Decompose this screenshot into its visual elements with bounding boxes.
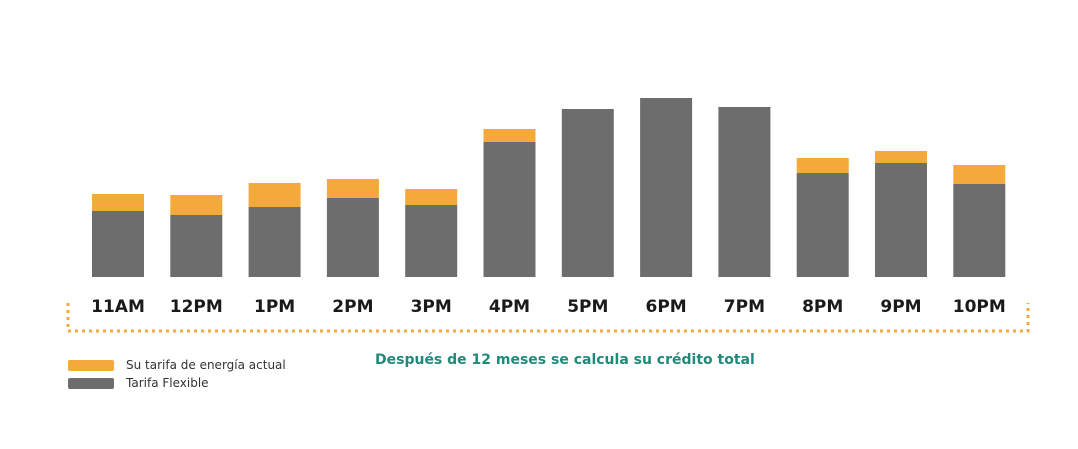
- bar-flexible-3PM: [405, 205, 458, 277]
- x-tick-labels: 11AM 12PM 1PM 2PM 3PM 4PM 5PM 6PM 7PM 8PM 9PM 10PM: [91, 297, 1006, 317]
- legend-swatch-gray: [68, 377, 114, 389]
- x-tick-label: 9PM: [880, 297, 921, 317]
- x-tick-label: 8PM: [802, 297, 843, 317]
- legend-label: Tarifa Flexible: [126, 376, 209, 390]
- bar-flexible-4PM: [483, 142, 536, 277]
- bar-flexible-8PM: [796, 173, 849, 277]
- legend: Su tarifa de energía actual Tarifa Flexi…: [68, 356, 286, 392]
- x-tick-label: 12PM: [170, 297, 223, 317]
- bar-current-12PM: [170, 195, 223, 215]
- bar-flexible-10PM: [953, 184, 1006, 277]
- bar-current-2PM: [326, 179, 379, 198]
- bar-current-3PM: [405, 189, 458, 205]
- bar-flexible-11AM: [92, 211, 144, 277]
- bar-flexible-5PM: [561, 109, 614, 277]
- bar-flexible-7PM: [718, 107, 771, 277]
- x-tick-label: 10PM: [953, 297, 1006, 317]
- bar-current-4PM: [483, 129, 536, 142]
- bar-flexible-1PM: [248, 207, 301, 277]
- legend-item-flexible-rate: Tarifa Flexible: [68, 374, 286, 392]
- x-tick-label: 2PM: [332, 297, 373, 317]
- annotation-text: Después de 12 meses se calcula su crédit…: [375, 352, 755, 368]
- x-tick-label: 6PM: [645, 297, 686, 317]
- legend-item-current-rate: Su tarifa de energía actual: [68, 356, 286, 374]
- bar-current-9PM: [875, 151, 927, 163]
- x-tick-label: 11AM: [91, 297, 145, 317]
- bar-flexible-9PM: [875, 163, 927, 277]
- bar-current-8PM: [796, 158, 849, 173]
- bar-flexible-12PM: [170, 215, 223, 277]
- bar-current-11AM: [92, 194, 144, 211]
- legend-swatch-orange: [68, 359, 114, 371]
- x-tick-label: 5PM: [567, 297, 608, 317]
- x-tick-label: 3PM: [411, 297, 452, 317]
- bar-flexible-6PM: [640, 98, 693, 277]
- x-tick-label: 7PM: [724, 297, 765, 317]
- x-tick-label: 4PM: [489, 297, 530, 317]
- x-tick-label: 1PM: [254, 297, 295, 317]
- bar-flexible-2PM: [326, 198, 379, 277]
- bar-current-1PM: [248, 183, 301, 207]
- dotted-bracket: [66, 303, 1030, 333]
- bar-current-10PM: [953, 165, 1006, 184]
- bars: [92, 98, 1006, 277]
- legend-label: Su tarifa de energía actual: [126, 358, 286, 372]
